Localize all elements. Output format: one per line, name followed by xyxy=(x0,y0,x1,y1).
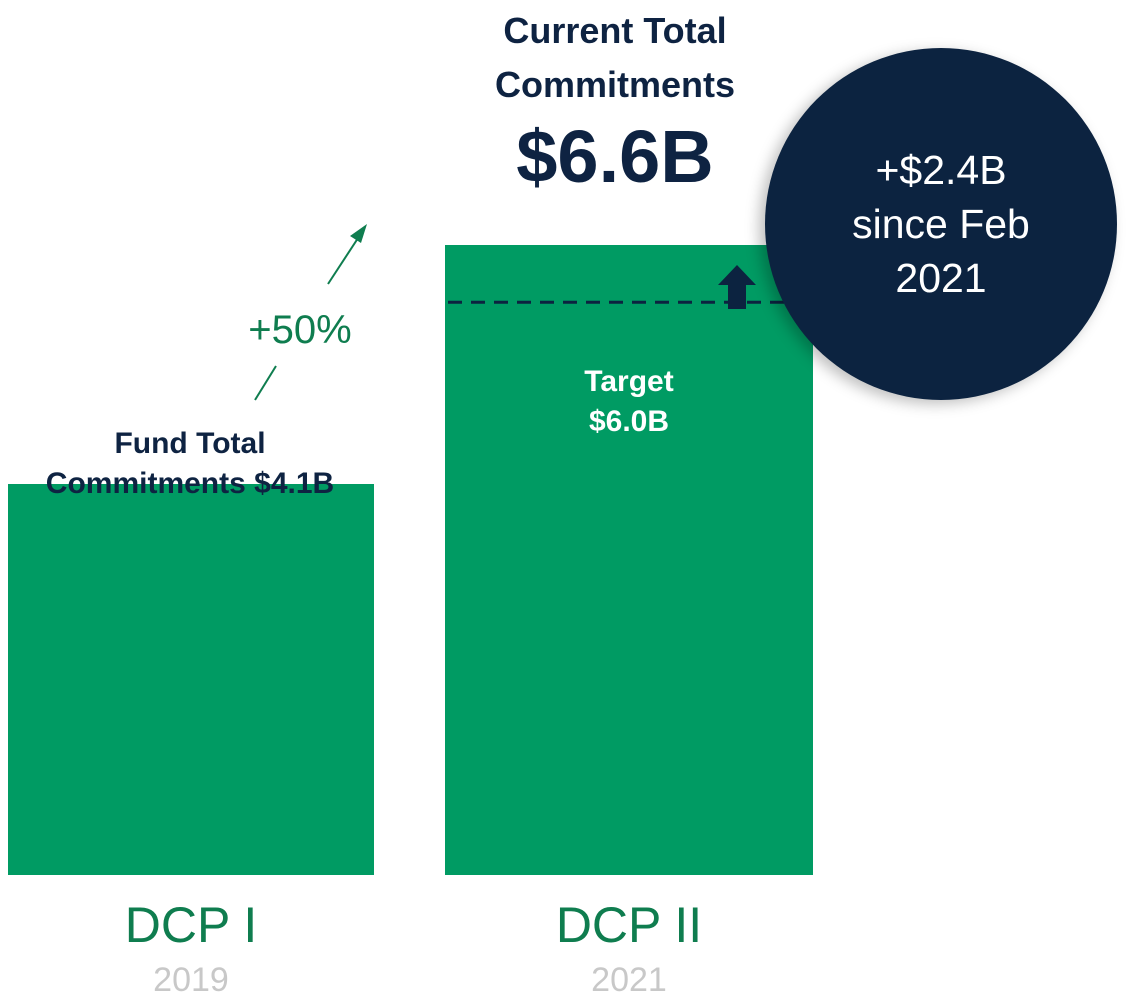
growth-arrow-lower-segment xyxy=(254,365,277,401)
badge-line: 2021 xyxy=(895,255,987,301)
year-label-2019: 2019 xyxy=(153,961,229,999)
headline-value: $6.6B xyxy=(516,115,714,198)
growth-label: +50% xyxy=(248,308,352,352)
badge-line: +$2.4B xyxy=(875,147,1007,193)
bar-dcp-ii xyxy=(445,245,813,875)
up-arrow-icon xyxy=(718,265,756,309)
year-label-2021: 2021 xyxy=(591,961,667,999)
category-label-dcp-i: DCP I xyxy=(124,897,258,953)
bar-label-dcp-i: Fund Total Commitments $4.1B xyxy=(45,427,335,500)
growth-arrowhead-icon xyxy=(350,224,367,243)
growth-arrow-upper-segment xyxy=(327,231,363,285)
category-label-dcp-ii: DCP II xyxy=(555,897,703,953)
growth-badge: +$2.4B since Feb 2021 xyxy=(765,48,1117,400)
badge-line: since Feb xyxy=(852,201,1030,247)
bar-label-target: Target $6.0B xyxy=(584,365,674,438)
headline: Current Total Commitments xyxy=(494,10,736,105)
bar-dcp-i xyxy=(8,483,374,875)
